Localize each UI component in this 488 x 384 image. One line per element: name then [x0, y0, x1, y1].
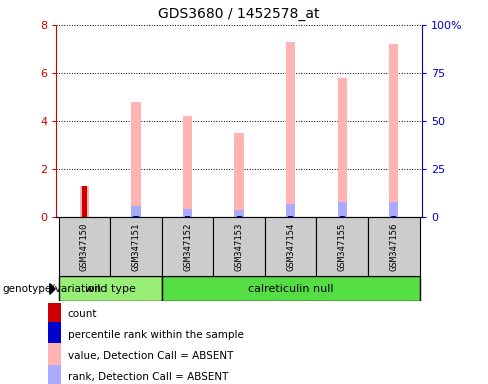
Bar: [316, 217, 368, 276]
Bar: [389, 44, 398, 217]
Bar: [183, 116, 192, 217]
Text: percentile rank within the sample: percentile rank within the sample: [67, 330, 244, 340]
Bar: [134, 215, 139, 217]
Bar: [338, 202, 347, 217]
Bar: [48, 301, 61, 326]
Text: value, Detection Call = ABSENT: value, Detection Call = ABSENT: [67, 351, 233, 361]
Bar: [265, 217, 316, 276]
Bar: [213, 217, 265, 276]
Text: GSM347155: GSM347155: [338, 223, 346, 271]
Bar: [82, 186, 87, 217]
Title: GDS3680 / 1452578_at: GDS3680 / 1452578_at: [159, 7, 320, 21]
Bar: [234, 133, 244, 217]
Bar: [288, 215, 293, 217]
Bar: [286, 205, 295, 217]
Bar: [59, 276, 162, 301]
Bar: [162, 276, 420, 301]
Bar: [391, 215, 396, 217]
Bar: [338, 78, 347, 217]
Bar: [185, 215, 190, 217]
Bar: [183, 209, 192, 217]
Bar: [131, 102, 141, 217]
Text: GSM347154: GSM347154: [286, 223, 295, 271]
Bar: [234, 210, 244, 217]
Text: genotype/variation: genotype/variation: [2, 284, 102, 294]
Text: calreticulin null: calreticulin null: [248, 284, 333, 294]
Text: GSM347150: GSM347150: [80, 223, 89, 271]
Text: GSM347156: GSM347156: [389, 223, 398, 271]
Bar: [48, 365, 61, 384]
Bar: [340, 215, 345, 217]
Bar: [368, 217, 420, 276]
Bar: [110, 217, 162, 276]
Bar: [48, 343, 61, 369]
Text: GSM347152: GSM347152: [183, 223, 192, 271]
Text: count: count: [67, 309, 97, 319]
Bar: [48, 323, 61, 348]
Text: GSM347151: GSM347151: [132, 223, 141, 271]
Text: rank, Detection Call = ABSENT: rank, Detection Call = ABSENT: [67, 372, 228, 382]
Bar: [80, 186, 89, 217]
Bar: [237, 215, 242, 217]
Bar: [59, 217, 110, 276]
Text: GSM347153: GSM347153: [235, 223, 244, 271]
Text: wild type: wild type: [85, 284, 136, 294]
Bar: [131, 206, 141, 217]
Bar: [389, 202, 398, 217]
Bar: [162, 217, 213, 276]
Bar: [286, 42, 295, 217]
